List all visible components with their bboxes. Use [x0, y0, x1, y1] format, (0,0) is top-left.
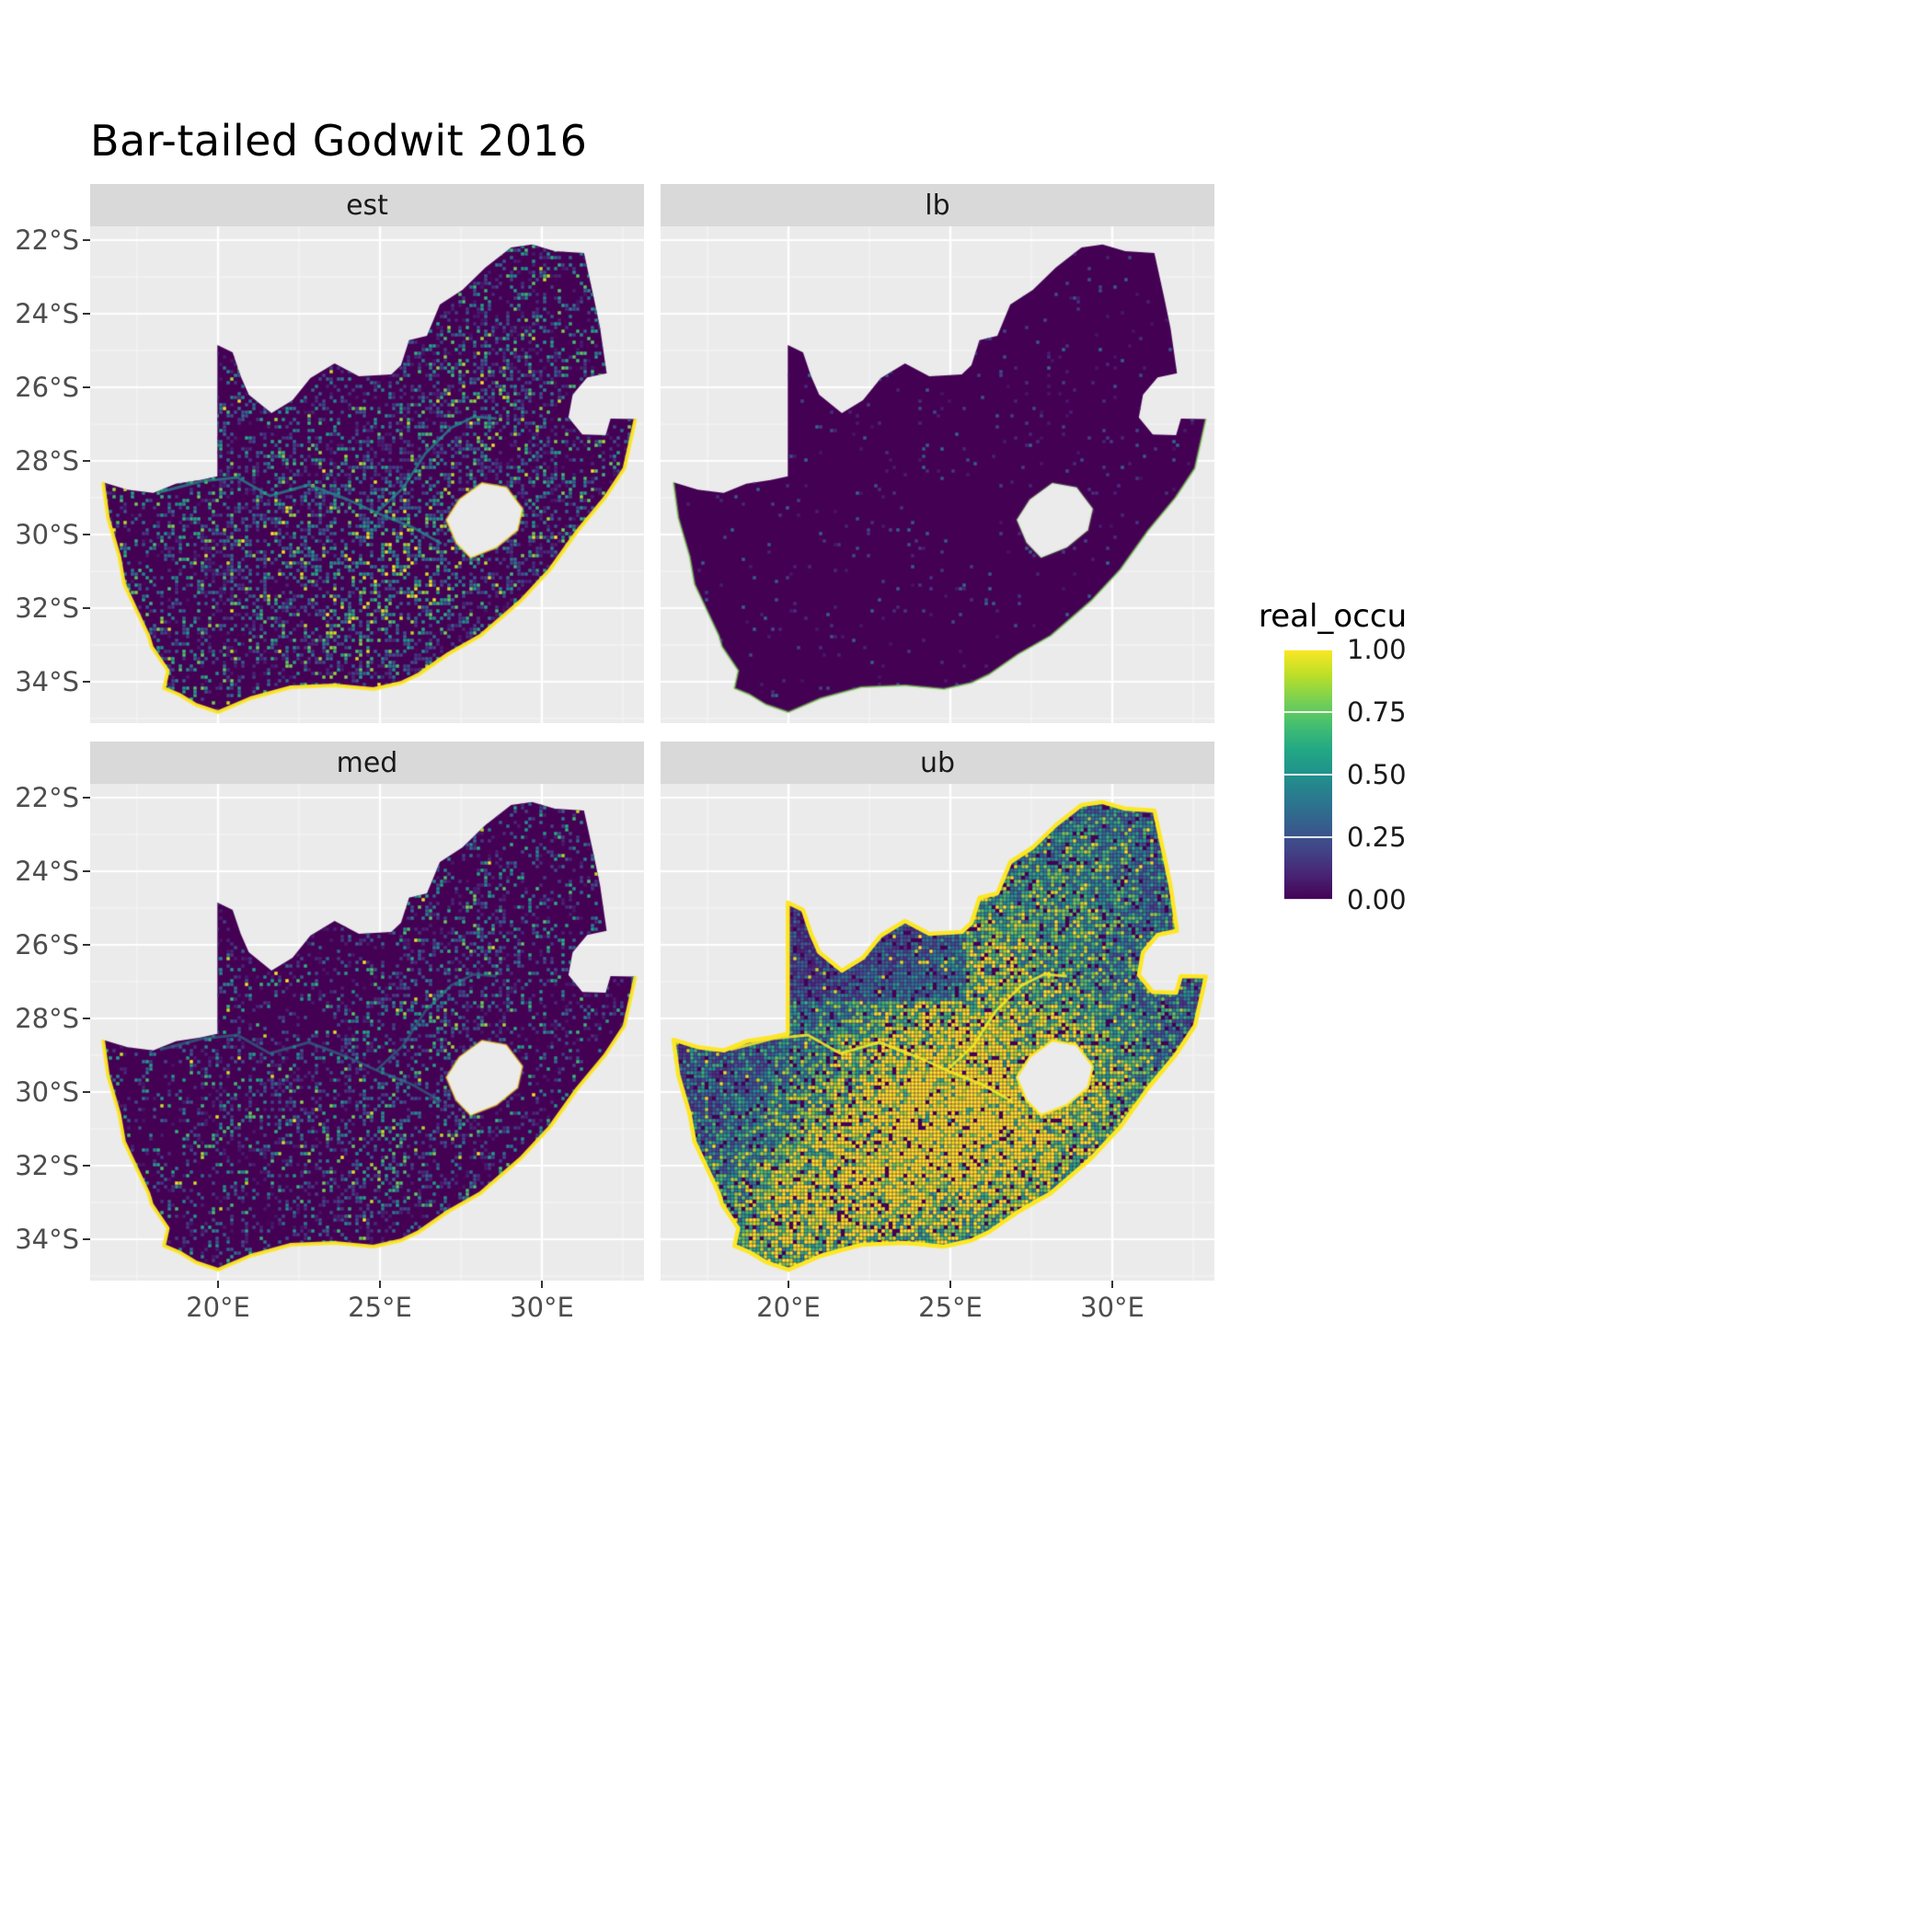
axis-tick [83, 944, 90, 946]
legend-tick [1284, 899, 1332, 901]
x-axis-label: 25°E [918, 1292, 983, 1323]
y-axis-label: 24°S [15, 856, 79, 887]
facet-strip-ub: ub [661, 742, 1214, 784]
axis-tick [83, 313, 90, 315]
legend-tick-label: 0.75 [1347, 696, 1407, 728]
y-axis-label: 22°S [15, 782, 79, 813]
axis-tick [83, 797, 90, 799]
legend-title: real_occu [1259, 598, 1408, 635]
axis-tick [83, 534, 90, 535]
facet-strip-lb: lb [661, 184, 1214, 226]
y-axis-label: 24°S [15, 298, 79, 329]
axis-tick [83, 1165, 90, 1167]
facet-label-lb: lb [925, 189, 950, 222]
legend-tick [1284, 711, 1332, 713]
y-axis-label: 28°S [15, 445, 79, 477]
legend-tick-label: 0.25 [1347, 822, 1407, 853]
x-axis-label: 20°E [756, 1292, 821, 1323]
facet-label-med: med [336, 746, 398, 779]
legend-tick-label: 0.50 [1347, 759, 1407, 790]
axis-tick [83, 1018, 90, 1019]
x-axis-label: 25°E [348, 1292, 412, 1323]
facet-label-ub: ub [919, 746, 956, 779]
axis-tick [541, 1281, 543, 1288]
legend-tick [1284, 774, 1332, 776]
legend-tick-label: 1.00 [1347, 634, 1407, 665]
facet-strip-med: med [90, 742, 644, 784]
plot-title: Bar-tailed Godwit 2016 [90, 116, 588, 166]
facet-strip-est: est [90, 184, 644, 226]
y-axis-label: 22°S [15, 224, 79, 256]
y-axis-label: 26°S [15, 372, 79, 403]
axis-tick [788, 1281, 789, 1288]
axis-tick [83, 607, 90, 609]
y-axis-label: 30°S [15, 519, 79, 550]
map-canvas-lb [661, 226, 1214, 723]
x-axis-label: 30°E [1080, 1292, 1144, 1323]
x-axis-label: 20°E [186, 1292, 250, 1323]
axis-tick [83, 1238, 90, 1240]
y-axis-label: 28°S [15, 1003, 79, 1034]
axis-tick [83, 239, 90, 241]
legend-tick-label: 0.00 [1347, 884, 1407, 915]
axis-tick [379, 1281, 381, 1288]
y-axis-label: 32°S [15, 1150, 79, 1181]
x-axis-label: 30°E [510, 1292, 574, 1323]
axis-tick [83, 460, 90, 462]
axis-tick [83, 1091, 90, 1093]
y-axis-label: 34°S [15, 1224, 79, 1255]
axis-tick [83, 681, 90, 683]
axis-tick [1111, 1281, 1113, 1288]
map-canvas-med [90, 784, 644, 1281]
y-axis-label: 26°S [15, 929, 79, 960]
y-axis-label: 32°S [15, 592, 79, 624]
y-axis-label: 30°S [15, 1076, 79, 1108]
axis-tick [949, 1281, 951, 1288]
axis-tick [83, 870, 90, 872]
map-canvas-ub [661, 784, 1214, 1281]
axis-tick [217, 1281, 219, 1288]
legend-tick [1284, 649, 1332, 650]
map-canvas-est [90, 226, 644, 723]
axis-tick [83, 386, 90, 388]
legend-tick [1284, 836, 1332, 838]
y-axis-label: 34°S [15, 666, 79, 697]
facet-label-est: est [346, 189, 388, 222]
